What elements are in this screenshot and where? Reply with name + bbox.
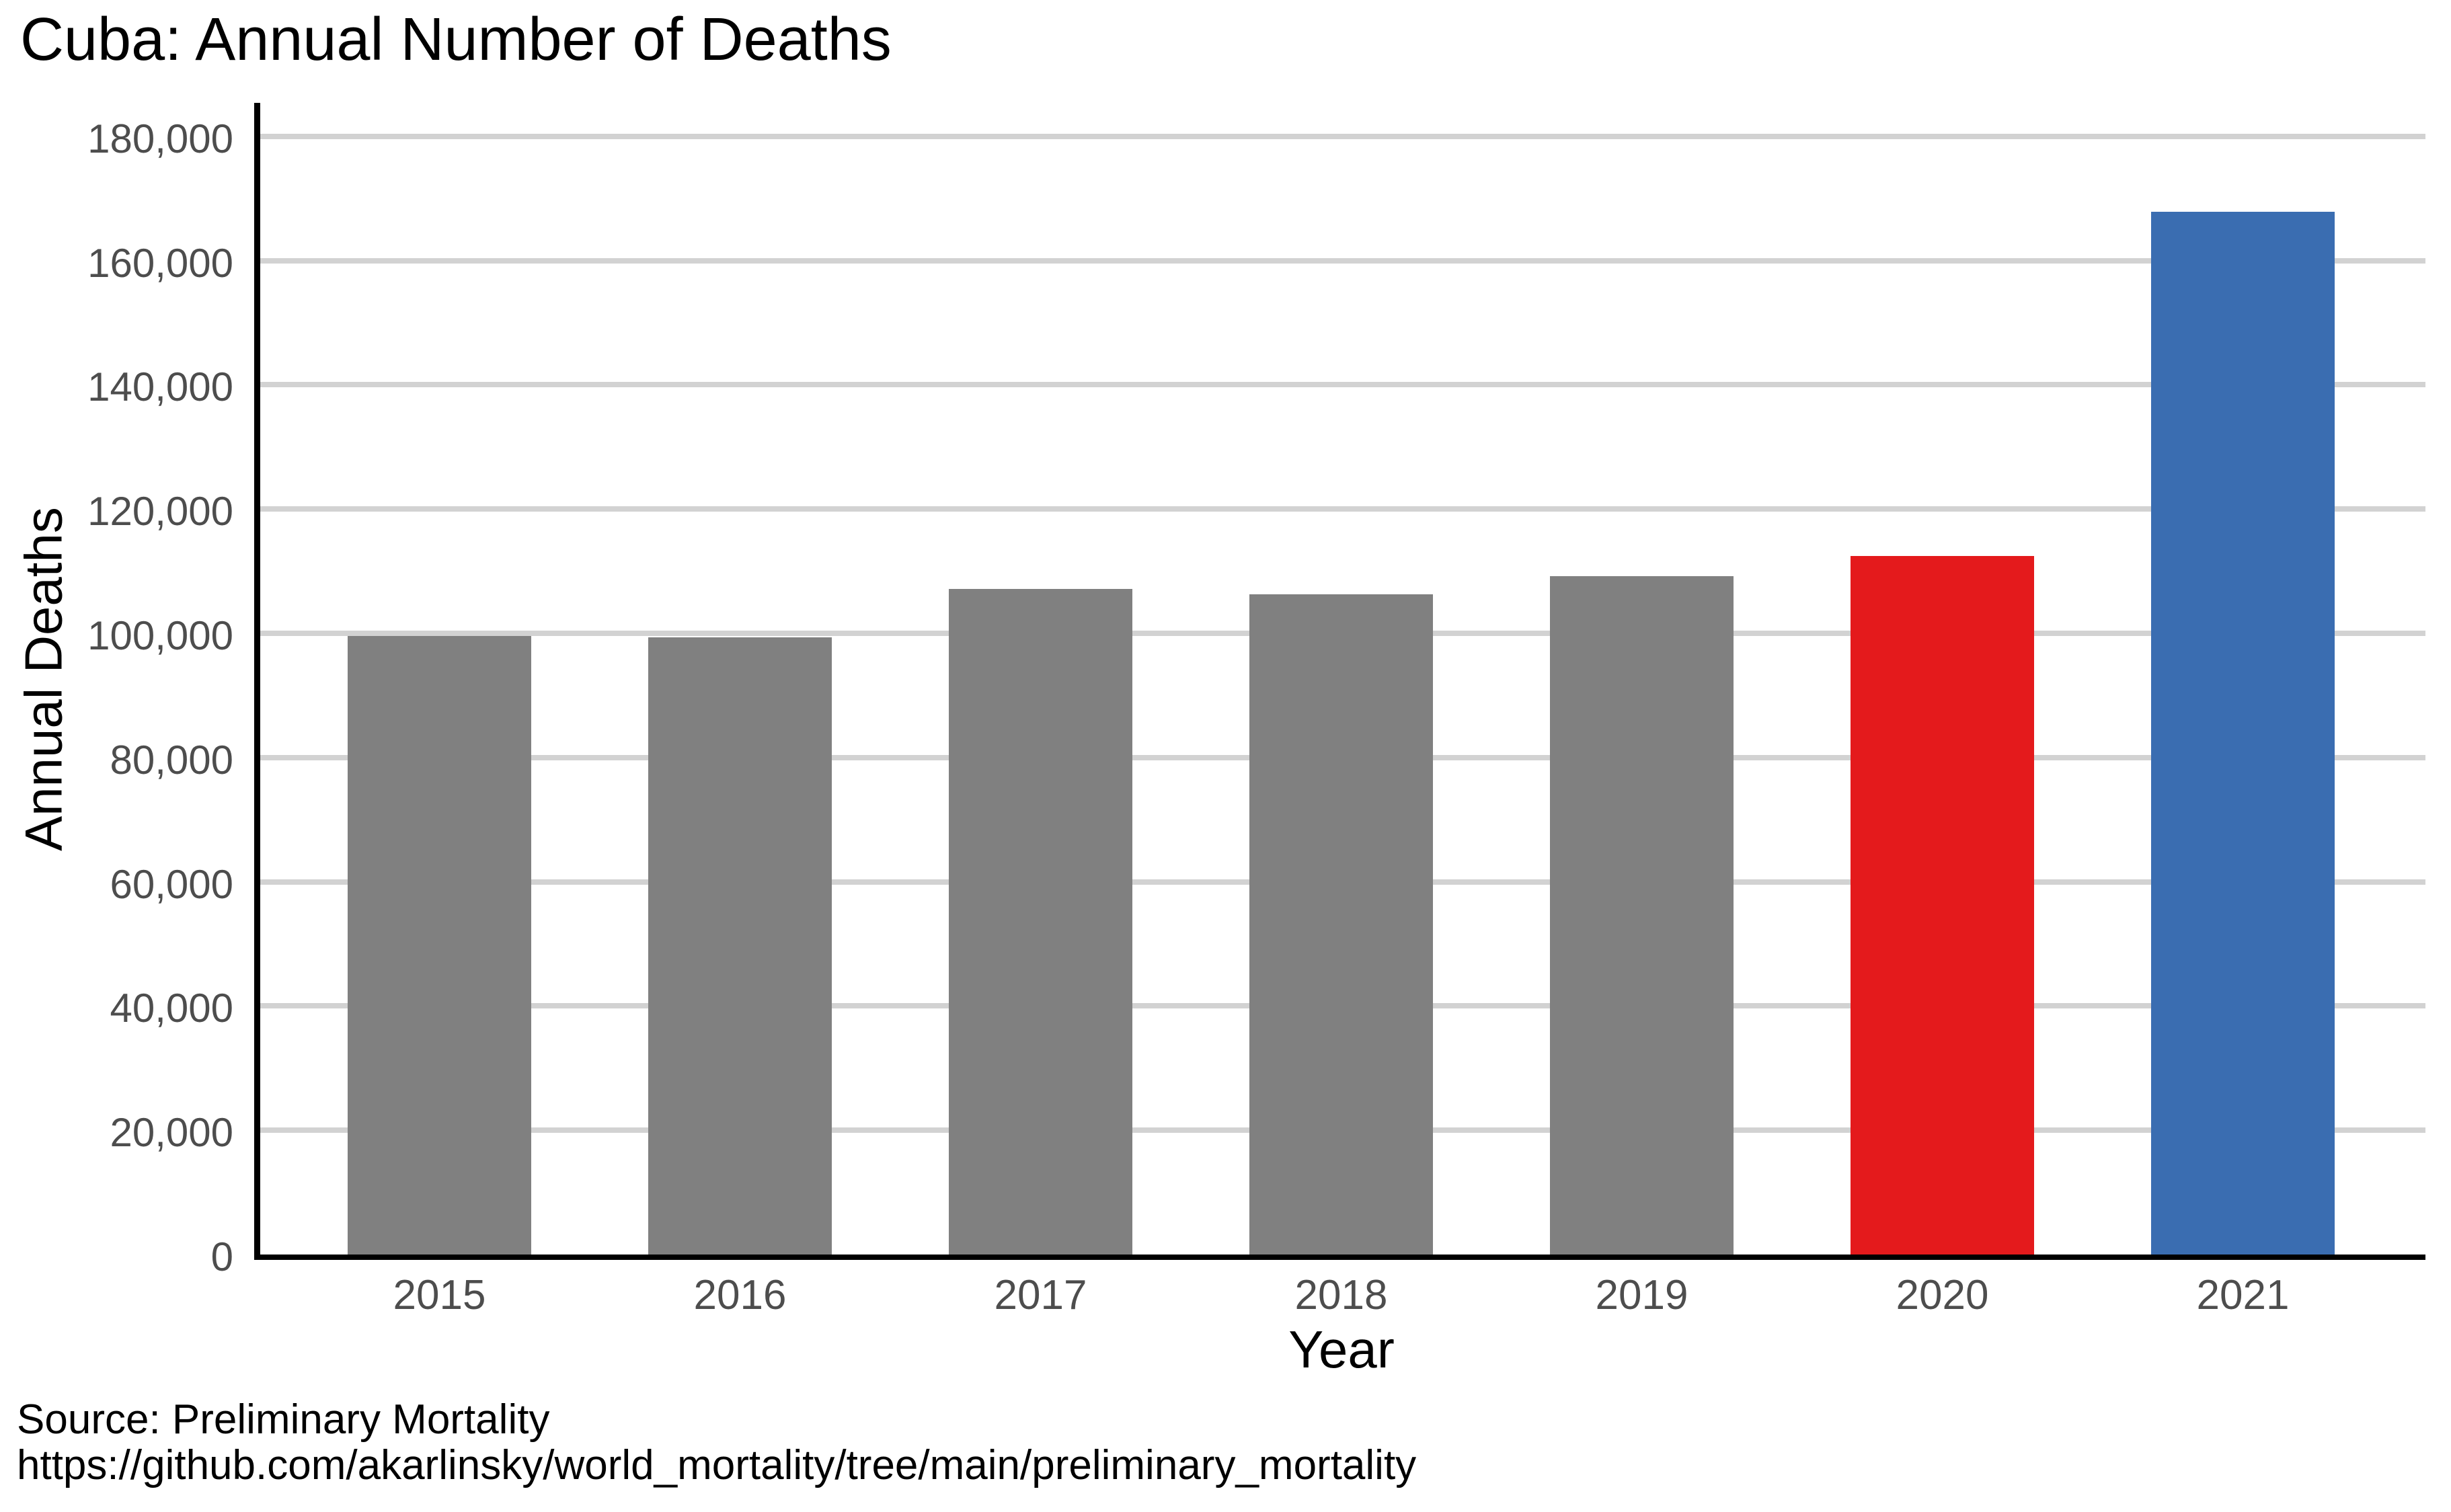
x-axis-spine [254, 1255, 2425, 1260]
xtick-label-2020: 2020 [1896, 1272, 1989, 1318]
ytick-label-60000: 60,000 [110, 861, 233, 907]
gridline-120000 [260, 506, 2425, 512]
bar-2016 [648, 637, 832, 1255]
bar-2020 [1851, 555, 2034, 1255]
xtick-label-2018: 2018 [1294, 1272, 1388, 1318]
source-text: Source: Preliminary Mortality [17, 1396, 550, 1443]
bar-2017 [949, 589, 1132, 1255]
y-axis-title: Annual Deaths [13, 507, 73, 851]
source-url: https://github.com/akarlinsky/world_mort… [17, 1442, 1417, 1488]
xtick-label-2021: 2021 [2196, 1272, 2290, 1318]
bar-2019 [1550, 576, 1734, 1255]
ytick-label-160000: 160,000 [87, 240, 233, 286]
ytick-label-20000: 20,000 [110, 1110, 233, 1156]
xtick-label-2017: 2017 [994, 1272, 1087, 1318]
xtick-label-2016: 2016 [693, 1272, 787, 1318]
ytick-label-120000: 120,000 [87, 489, 233, 534]
gridline-180000 [260, 133, 2425, 139]
gridline-140000 [260, 382, 2425, 388]
xtick-label-2015: 2015 [393, 1272, 486, 1318]
xtick-label-2019: 2019 [1595, 1272, 1688, 1318]
ytick-label-180000: 180,000 [87, 116, 233, 161]
bar-2015 [348, 635, 531, 1255]
ytick-label-40000: 40,000 [110, 986, 233, 1031]
chart-title: Cuba: Annual Number of Deaths [20, 6, 892, 73]
y-axis-spine [254, 103, 260, 1260]
gridline-160000 [260, 257, 2425, 264]
source-block: Source: Preliminary Mortality https://gi… [17, 1397, 1416, 1488]
ytick-label-140000: 140,000 [87, 364, 233, 410]
ytick-label-100000: 100,000 [87, 613, 233, 659]
bar-2018 [1249, 594, 1433, 1255]
ytick-label-80000: 80,000 [110, 737, 233, 783]
bar-2021 [2151, 211, 2335, 1255]
plot-area [260, 103, 2425, 1255]
x-axis-title: Year [1288, 1320, 1395, 1379]
ytick-label-0: 0 [210, 1234, 233, 1279]
